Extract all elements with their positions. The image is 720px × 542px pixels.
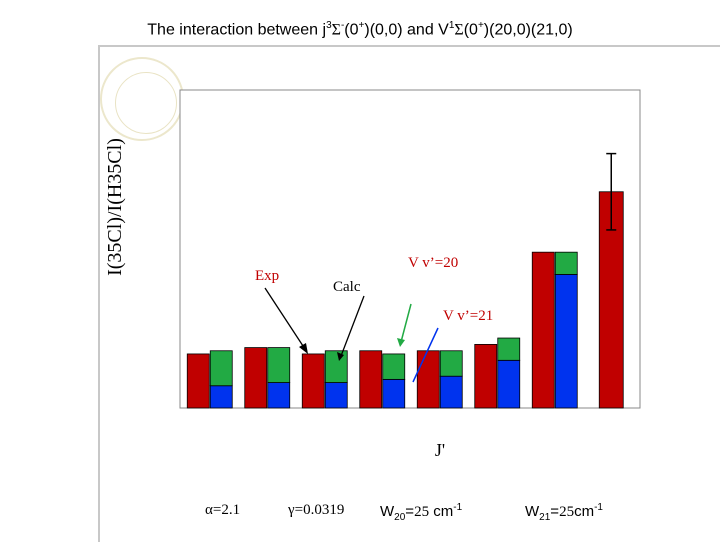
exp-bar: [301, 353, 325, 409]
arrow-v21: [412, 327, 439, 383]
arrowhead-exp: [299, 343, 308, 354]
calc-bar-v21: [497, 359, 521, 409]
gamma-param: γ=0.0319: [288, 502, 345, 518]
calc-bar-v21: [382, 378, 406, 409]
annotation-v21: V v’=21: [443, 308, 493, 324]
calc-bar-v21: [209, 385, 233, 409]
annotation-v20: V v’=20: [408, 255, 458, 271]
chart-title: The interaction between j3Σ-(0+)(0,0) an…: [147, 20, 573, 39]
exp-bar: [416, 350, 440, 409]
x-axis-label: J': [434, 440, 446, 460]
alpha-param: α=2.1: [205, 502, 241, 518]
annotation-calc: Calc: [333, 279, 361, 295]
calc-bar-v20: [382, 353, 406, 380]
calc-bar-v21: [267, 382, 291, 409]
calc-bar-v20: [324, 350, 348, 383]
arrow-calc: [340, 295, 365, 357]
decorative-ring-inner: [115, 72, 177, 134]
annotation-exp: Exp: [255, 268, 279, 284]
calc-bar-v21: [439, 375, 463, 409]
exp-bar: [359, 350, 383, 409]
arrowhead-calc: [337, 352, 344, 361]
calc-bar-v20: [497, 337, 521, 361]
calc-bar-v20: [267, 347, 291, 383]
arrow-v20: [400, 303, 412, 343]
calc-bar-v21: [554, 274, 578, 409]
calc-bar-v20: [209, 350, 233, 387]
calc-bar-v20: [439, 350, 463, 377]
arrow-exp: [264, 287, 306, 350]
calc-bar-v20: [554, 251, 578, 275]
calc-bar-v21: [324, 382, 348, 409]
w20-param: W20=25 cm-1: [380, 502, 463, 523]
w21-param: W21=25cm-1: [525, 502, 603, 523]
exp-bar: [244, 347, 268, 409]
exp-bar: [531, 251, 555, 409]
exp-bar: [186, 353, 210, 409]
arrowhead-v20: [397, 338, 405, 347]
exp-bar: [474, 343, 498, 409]
